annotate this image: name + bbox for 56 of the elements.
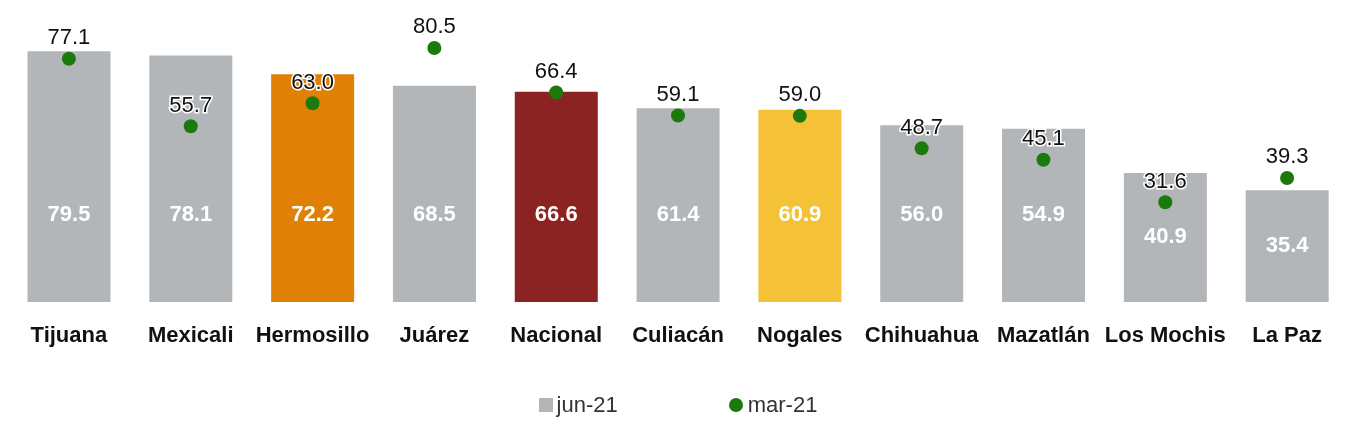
- data-label: 78.1: [169, 200, 213, 226]
- bar: [27, 51, 111, 302]
- data-label: 79.5: [47, 200, 91, 226]
- data-label: 66.6: [534, 200, 578, 226]
- bar: [636, 108, 720, 302]
- x-tick-label: Chihuahua: [864, 321, 980, 347]
- bar: [758, 109, 842, 302]
- data-label: 59.1: [656, 81, 700, 107]
- data-label: 72.2: [291, 200, 335, 226]
- x-tick-label: Culiacán: [632, 321, 724, 347]
- bar: [1002, 128, 1086, 302]
- data-label: 39.3: [1265, 143, 1309, 169]
- bar: [271, 74, 355, 302]
- point: [1280, 171, 1295, 185]
- data-label: 59.0: [778, 81, 822, 107]
- x-tick-label: Nacional: [510, 321, 603, 347]
- point: [183, 119, 198, 134]
- data-label: 40.9: [1143, 223, 1187, 249]
- bar: [1245, 190, 1329, 302]
- data-label: 63.0: [291, 68, 334, 94]
- x-tick-label: Juárez: [399, 321, 470, 347]
- point: [427, 41, 442, 55]
- data-label: 31.6: [1143, 167, 1187, 193]
- data-label: 54.9: [1022, 201, 1065, 227]
- x-tick-label: Hermosillo: [255, 321, 370, 347]
- point: [1158, 195, 1173, 210]
- data-label: 35.4: [1265, 231, 1310, 257]
- point: [914, 141, 929, 156]
- data-label: 55.7: [169, 91, 213, 117]
- point: [305, 96, 320, 111]
- data-label: 56.0: [900, 200, 944, 226]
- bar: [514, 91, 598, 302]
- bar: [392, 85, 476, 302]
- x-tick-label: Nogales: [757, 321, 843, 347]
- data-label: 68.5: [413, 200, 456, 226]
- point: [549, 85, 564, 100]
- x-tick-label: Tijuana: [30, 321, 108, 347]
- x-tick-label: Mazatlán: [996, 321, 1090, 347]
- data-label: 60.9: [778, 200, 822, 226]
- x-tick-label: La Paz: [1252, 321, 1322, 347]
- data-label: 66.4: [534, 57, 578, 83]
- bar: [1123, 172, 1207, 302]
- x-tick-label: Mexicali: [147, 321, 234, 347]
- data-label: 48.7: [900, 113, 944, 139]
- point: [671, 108, 685, 123]
- legend-label: mar-21: [746, 392, 818, 418]
- data-label: 77.1: [47, 24, 91, 50]
- point: [1036, 152, 1051, 167]
- data-label: 61.4: [656, 200, 701, 226]
- data-label: 45.1: [1022, 125, 1065, 151]
- legend-label: jun-21: [555, 392, 618, 418]
- bar: [149, 55, 233, 302]
- x-tick-label: Los Mochis: [1104, 321, 1226, 347]
- point: [792, 108, 807, 123]
- point: [61, 51, 76, 66]
- data-label: 80.5: [412, 13, 456, 39]
